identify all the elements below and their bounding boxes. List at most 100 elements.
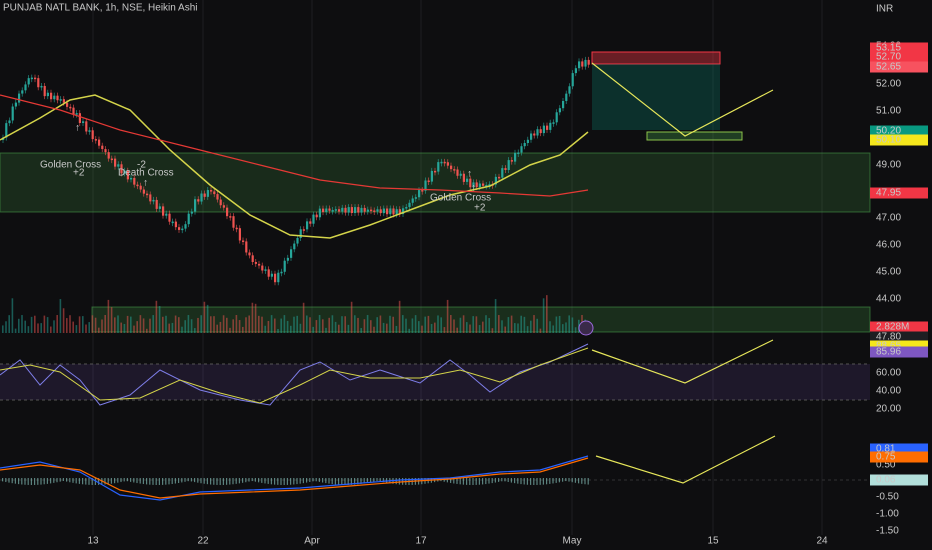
badge-label: 50.20	[876, 126, 901, 137]
macd-hist	[459, 478, 461, 485]
volume-bar	[453, 319, 455, 333]
macd-hist	[254, 478, 256, 482]
candle-body	[91, 130, 94, 140]
macd-hist	[290, 478, 292, 485]
axis-label: 0.50	[876, 460, 896, 471]
macd-hist	[162, 478, 164, 485]
price-badge	[870, 321, 928, 333]
macd-hist	[344, 478, 346, 485]
volume-bar	[206, 304, 209, 333]
volume-bar	[187, 315, 190, 333]
macd-hist	[91, 478, 93, 485]
candle-body	[546, 125, 549, 130]
time-label: May	[563, 536, 582, 547]
fast-ma	[0, 94, 589, 239]
badge-label: 0.81	[876, 444, 896, 455]
candle-body	[370, 209, 373, 212]
candle-body	[443, 161, 446, 164]
volume-bar	[117, 315, 119, 333]
macd-hist	[536, 478, 538, 485]
candle-body	[158, 206, 161, 209]
candle-body	[354, 207, 357, 213]
macd-hist	[494, 478, 496, 483]
volume-bar	[414, 315, 417, 333]
volume-bar	[245, 317, 247, 333]
macd-hist	[386, 478, 388, 483]
annotation: Golden Cross	[430, 193, 491, 204]
candle-body	[245, 241, 248, 253]
candle-body	[453, 169, 456, 171]
candle-body	[520, 146, 523, 153]
candle-body	[34, 77, 37, 80]
annotation: -2	[137, 160, 146, 171]
volume-bar	[456, 327, 458, 333]
candle-body	[338, 209, 341, 212]
macd-hist	[578, 478, 580, 484]
macd-hist	[293, 478, 295, 485]
candle-body	[222, 205, 225, 208]
candle-body	[434, 170, 437, 173]
volume-bar	[146, 328, 148, 333]
candle-body	[197, 199, 200, 202]
candle-body	[30, 77, 33, 80]
candle-body	[379, 209, 382, 214]
candle-body	[226, 207, 229, 217]
time-label: 13	[87, 536, 99, 547]
candle-body	[533, 133, 536, 136]
candle-body	[200, 193, 203, 202]
candle-body	[21, 90, 24, 94]
macd-hist	[539, 478, 541, 485]
macd-hist	[78, 478, 80, 484]
macd-hist	[187, 478, 189, 482]
annotation: +2	[73, 168, 85, 179]
candle-body	[248, 252, 251, 256]
macd-hist	[498, 478, 500, 482]
macd-hist	[555, 478, 557, 483]
candle-body	[59, 99, 62, 101]
macd-hist	[318, 478, 320, 482]
candle-body	[165, 213, 168, 216]
macd-hist	[203, 478, 205, 484]
volume-bar	[162, 316, 164, 333]
macd-hist	[219, 478, 221, 485]
volume-bar	[24, 320, 26, 333]
macd-hist	[277, 478, 279, 485]
macd-hist	[245, 478, 247, 483]
volume-bar	[555, 316, 558, 333]
volume-bar	[21, 315, 23, 333]
candle-body	[331, 210, 334, 212]
macd-hist	[258, 478, 260, 483]
volume-bar	[50, 326, 52, 333]
volume-bar	[126, 315, 129, 333]
macd-hist	[286, 478, 288, 485]
flash-icon[interactable]	[578, 320, 594, 336]
macd-hist	[450, 478, 452, 483]
candle-body	[98, 139, 101, 146]
volume-bar	[520, 315, 522, 333]
volume-bar	[43, 315, 46, 333]
candle-body	[210, 190, 213, 192]
volume-bar	[568, 315, 570, 333]
macd-hist	[565, 478, 567, 482]
macd-hist	[517, 478, 519, 484]
volume-bar	[5, 321, 7, 333]
volume-bar	[229, 327, 231, 333]
volume-bar	[261, 316, 263, 333]
volume-bar	[395, 325, 398, 333]
volume-bar	[354, 315, 356, 333]
candle-body	[357, 207, 360, 213]
volume-bar	[136, 321, 138, 333]
candle-body	[238, 228, 241, 241]
annotation: Death Cross	[118, 168, 174, 179]
candle-body	[46, 92, 49, 97]
candle-body	[424, 180, 427, 191]
candle-body	[261, 265, 264, 271]
volume-bar	[402, 315, 404, 333]
macd-hist	[85, 478, 87, 485]
volume-bar	[190, 319, 193, 333]
macd-hist	[370, 478, 372, 483]
macd-hist	[488, 478, 490, 484]
volume-bar	[373, 326, 375, 333]
